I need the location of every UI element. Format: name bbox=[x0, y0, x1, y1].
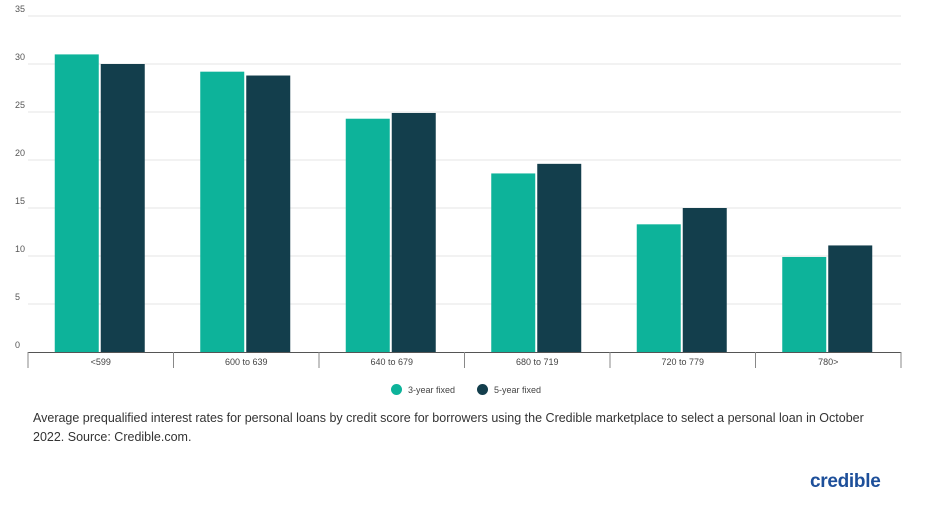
x-tick-label: <599 bbox=[91, 357, 111, 367]
bar-3-year bbox=[200, 71, 245, 353]
bars bbox=[54, 54, 873, 353]
x-tick-label: 600 to 639 bbox=[225, 357, 268, 367]
legend-swatch-3-year bbox=[390, 384, 402, 395]
bar-3-year bbox=[491, 173, 536, 352]
bar-5-year bbox=[246, 75, 291, 353]
bar-3-year bbox=[54, 54, 99, 353]
y-tick-label: 35 bbox=[15, 4, 25, 14]
x-tick-label: 720 to 779 bbox=[661, 357, 704, 367]
bar-5-year bbox=[100, 64, 145, 352]
y-tick-label: 30 bbox=[15, 52, 25, 62]
y-tick-label: 20 bbox=[15, 148, 25, 158]
x-tick-label: 640 to 679 bbox=[370, 357, 413, 367]
legend-label-3-year: 3-year fixed bbox=[407, 384, 455, 395]
y-tick-label: 0 bbox=[15, 340, 20, 350]
bar-3-year bbox=[636, 224, 681, 352]
bar-3-year bbox=[782, 256, 827, 352]
bar-3-year bbox=[345, 118, 390, 352]
bar-5-year bbox=[828, 245, 873, 352]
y-tick-label: 10 bbox=[15, 244, 25, 254]
legend-item-3-year: 3-year fixed bbox=[390, 384, 455, 395]
y-axis-ticks: 0 5 10 15 20 25 30 35 bbox=[15, 4, 25, 350]
legend: 3-year fixed 5-year fixed bbox=[0, 384, 932, 395]
legend-label-5-year: 5-year fixed bbox=[494, 384, 542, 395]
bar-5-year bbox=[682, 208, 727, 352]
x-tick-label: 780> bbox=[818, 357, 838, 367]
bar-5-year bbox=[537, 163, 582, 352]
y-tick-label: 25 bbox=[15, 100, 25, 110]
gridlines bbox=[28, 15, 901, 305]
chart-caption: Average prequalified interest rates for … bbox=[33, 411, 864, 444]
credible-logo: credible bbox=[810, 471, 881, 492]
legend-item-5-year: 5-year fixed bbox=[477, 384, 541, 395]
y-tick-label: 5 bbox=[15, 292, 20, 302]
x-axis: <599 600 to 639 640 to 679 680 to 719 720 to… bbox=[27, 352, 902, 368]
x-tick-label: 680 to 719 bbox=[516, 357, 559, 367]
y-tick-label: 15 bbox=[15, 196, 25, 206]
legend-swatch-5-year bbox=[477, 384, 488, 395]
bar-chart: 0 5 10 15 20 25 30 35 <599 600 to 639 640 to 679 6… bbox=[15, 4, 902, 368]
bar-5-year bbox=[391, 112, 436, 353]
